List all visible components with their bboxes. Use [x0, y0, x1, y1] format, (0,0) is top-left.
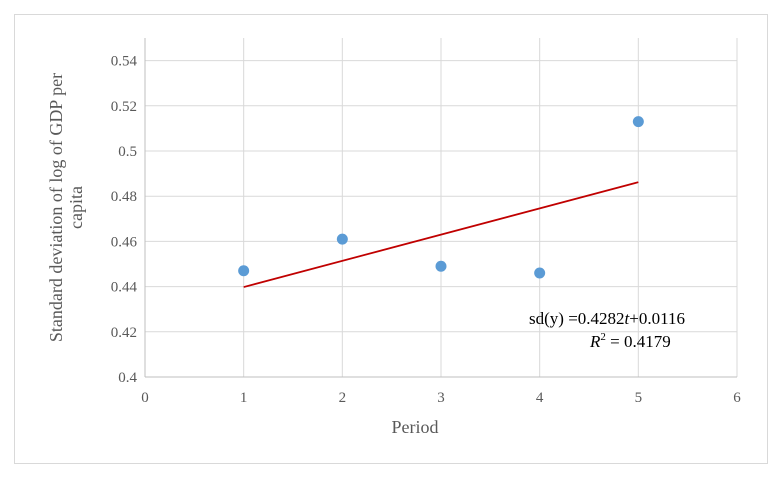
equation-suffix: +0.0116 [629, 309, 685, 328]
y-axis-title: Standard deviation of log of GDP percapi… [46, 73, 86, 342]
r-squared-exponent: 2 [600, 331, 606, 343]
y-tick-label: 0.4 [118, 370, 137, 386]
y-tick-label: 0.52 [111, 99, 137, 115]
tick-labels: 0.4 0.42 0.44 0.46 0.48 0.5 0.52 0.54 0 1 2 3 4 5 6 [111, 54, 742, 406]
y-tick-label: 0.44 [111, 280, 138, 296]
x-tick-label: 3 [437, 390, 445, 406]
data-point [435, 260, 447, 272]
chart-frame: 0.4 0.42 0.44 0.46 0.48 0.5 0.52 0.54 0 1 2 3 4 5 6 Pe… [14, 14, 768, 464]
trendline [243, 181, 639, 288]
x-tick-label: 4 [536, 390, 544, 406]
data-point [534, 267, 546, 279]
axes [144, 38, 737, 378]
data-point [632, 116, 644, 128]
x-axis-title: Period [392, 417, 439, 437]
r-squared-label: R2 = 0.4179 [589, 331, 671, 351]
r-squared-value: = 0.4179 [606, 332, 671, 351]
y-tick-label: 0.54 [111, 54, 138, 70]
data-points [238, 116, 644, 279]
x-tick-label: 1 [240, 390, 248, 406]
data-point [238, 265, 250, 277]
y-axis-title-line-2: capita [66, 186, 86, 229]
equation-prefix: sd(y) =0.4282 [529, 309, 625, 328]
x-tick-label: 0 [141, 390, 149, 406]
y-axis-title-line-1: Standard deviation of log of GDP per [46, 73, 66, 342]
equation-variable: t [625, 309, 631, 328]
y-tick-label: 0.5 [118, 144, 137, 160]
y-tick-label: 0.42 [111, 325, 137, 341]
y-tick-label: 0.46 [111, 234, 138, 250]
x-tick-label: 2 [339, 390, 347, 406]
r-squared-symbol: R [589, 332, 601, 351]
scatter-chart: 0.4 0.42 0.44 0.46 0.48 0.5 0.52 0.54 0 1 2 3 4 5 6 Pe… [46, 38, 742, 437]
x-tick-label: 5 [635, 390, 643, 406]
data-point [336, 233, 348, 245]
trendline-equation: sd(y) =0.4282t+0.0116 [529, 309, 685, 328]
y-tick-label: 0.48 [111, 189, 137, 205]
x-tick-label: 6 [733, 390, 741, 406]
